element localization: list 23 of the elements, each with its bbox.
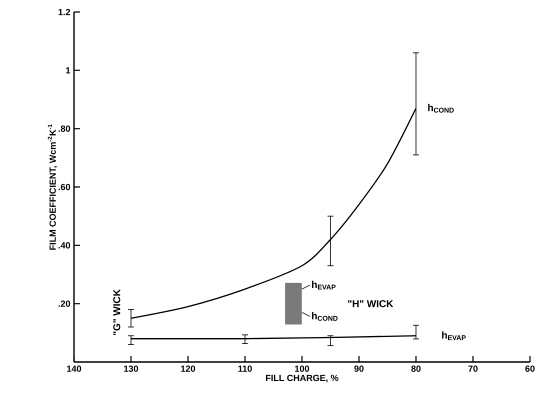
annotation: "H" WICK bbox=[348, 300, 394, 308]
x-tick-label: 70 bbox=[468, 366, 478, 372]
x-tick-label: 100 bbox=[295, 366, 310, 372]
annotation: h$_{EVAP}$ bbox=[312, 280, 336, 290]
x-tick-label: 90 bbox=[354, 366, 364, 372]
annotation: h$_{COND}$ bbox=[312, 312, 338, 321]
x-tick-label: 80 bbox=[411, 366, 421, 372]
y-tick-label: .20 bbox=[58, 300, 70, 307]
y-tick-label: .80 bbox=[58, 125, 70, 132]
annotation: "G" WICK bbox=[113, 289, 120, 336]
x-tick-label: 60 bbox=[525, 366, 535, 372]
y-tick-label: .40 bbox=[58, 242, 70, 249]
y-axis-title: FILM COEFFICIENT, Wcm$^{-2}$K$^{-1}$ bbox=[48, 124, 58, 250]
y-tick-label: 1 bbox=[66, 67, 70, 74]
y-tick-label: 1.2 bbox=[58, 8, 70, 16]
x-tick-label: 130 bbox=[124, 366, 138, 372]
x-tick-label: 140 bbox=[67, 366, 82, 372]
x-tick-label: 110 bbox=[238, 366, 252, 372]
series-label: h$_{COND}$ bbox=[428, 104, 454, 113]
x-axis-title: FILL CHARGE, % bbox=[266, 374, 338, 382]
x-tick-label: 120 bbox=[181, 366, 196, 372]
text: h$_{EVAP}$ bbox=[442, 331, 466, 340]
y-tick-label: .60 bbox=[58, 184, 70, 190]
